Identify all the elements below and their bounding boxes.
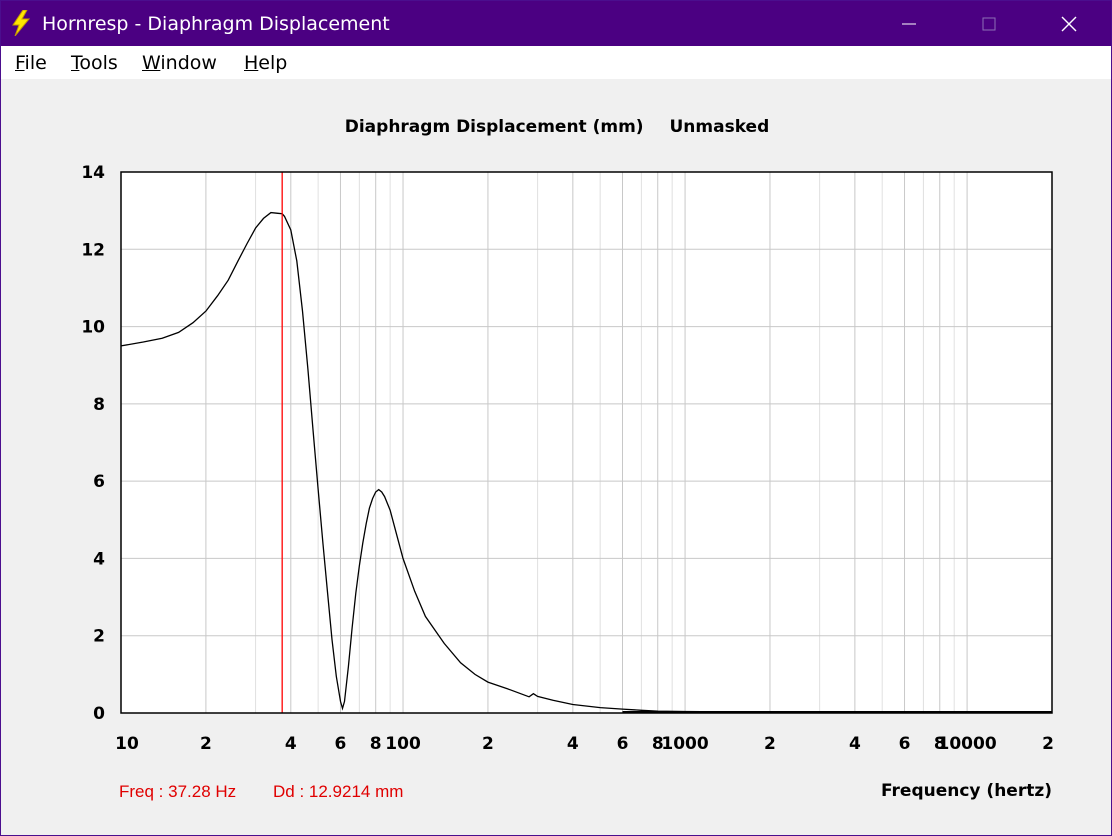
y-tick-label: 4 <box>93 549 105 569</box>
x-tick-label: 4 <box>567 734 579 754</box>
menu-bar: File Tools Window Help <box>1 46 1111 79</box>
menu-tools[interactable]: Tools <box>71 52 118 74</box>
maximize-button[interactable] <box>949 1 1029 46</box>
menu-help[interactable]: Help <box>244 52 287 74</box>
y-tick-label: 8 <box>93 395 105 415</box>
chart-panel: Diaphragm Displacement (mm) Unmasked 0 2 4… <box>1 79 1111 835</box>
y-tick-label: 0 <box>93 704 105 724</box>
x-tick-label: 2 <box>200 734 212 754</box>
close-icon <box>1061 16 1077 31</box>
y-tick-label: 12 <box>81 240 105 260</box>
displacement-readout: Dd : 12.9214 mm <box>273 782 404 801</box>
x-tick-label: 8 <box>934 734 946 754</box>
x-tick-label: 6 <box>899 734 911 754</box>
menu-window-label: indow <box>160 52 217 74</box>
menu-window-accel: W <box>142 52 161 74</box>
x-tick-label: 10000 <box>938 734 997 754</box>
x-tick-label: 100 <box>385 734 421 754</box>
plot-border <box>120 171 1053 714</box>
window-title: Hornresp - Diaphragm Displacement <box>42 13 390 35</box>
menu-file-accel: F <box>15 52 25 74</box>
maximize-icon <box>982 17 996 30</box>
x-tick-label: 8 <box>370 734 382 754</box>
x-tick-label: 2 <box>1042 734 1054 754</box>
x-tick-label: 8 <box>652 734 664 754</box>
minimize-button[interactable] <box>869 1 949 46</box>
title-bar[interactable]: Hornresp - Diaphragm Displacement <box>1 1 1111 46</box>
menu-file-label: ile <box>24 52 47 74</box>
frequency-readout: Freq : 37.28 Hz <box>119 782 237 801</box>
chart-title-main: Diaphragm Displacement (mm) <box>344 117 644 137</box>
chart-title: Diaphragm Displacement (mm) Unmasked <box>1 117 1112 137</box>
x-axis-label: Frequency (hertz) <box>881 781 1052 801</box>
minimize-icon <box>902 23 916 24</box>
chart-title-mask: Unmasked <box>669 117 770 137</box>
x-tick-label: 2 <box>764 734 776 754</box>
menu-tools-label: ools <box>79 52 118 74</box>
lightning-bolt-icon <box>12 10 31 36</box>
displacement-curve <box>120 211 1052 714</box>
menu-file[interactable]: File <box>15 52 47 74</box>
menu-window[interactable]: Window <box>142 52 217 74</box>
y-tick-label: 2 <box>93 627 105 647</box>
y-tick-label: 6 <box>93 472 105 492</box>
menu-help-label: elp <box>258 52 288 74</box>
x-tick-label: 6 <box>617 734 629 754</box>
x-tick-label: 10 <box>115 734 139 754</box>
menu-tools-accel: T <box>71 52 80 74</box>
x-tick-label: 4 <box>285 734 297 754</box>
x-tick-label: 2 <box>482 734 494 754</box>
menu-help-accel: H <box>244 52 259 74</box>
plot-area <box>121 172 1052 713</box>
x-tick-label: 6 <box>335 734 347 754</box>
close-button[interactable] <box>1029 1 1109 46</box>
y-tick-label: 10 <box>81 318 105 338</box>
y-tick-label: 14 <box>81 163 105 183</box>
x-tick-label: 4 <box>849 734 861 754</box>
x-tick-label: 1000 <box>661 734 708 754</box>
